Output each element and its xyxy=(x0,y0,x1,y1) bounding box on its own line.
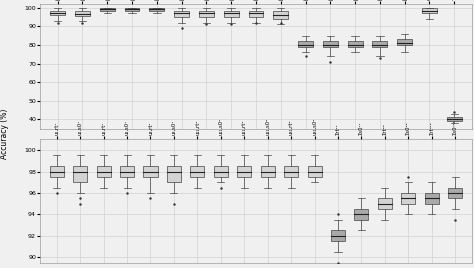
Bar xyxy=(373,41,387,47)
Bar xyxy=(378,198,392,209)
Bar xyxy=(125,8,139,10)
Bar xyxy=(273,12,288,19)
Bar xyxy=(355,209,368,220)
Bar xyxy=(73,166,87,182)
Bar xyxy=(401,193,415,204)
Bar xyxy=(237,166,251,177)
Text: Accuracy (%): Accuracy (%) xyxy=(0,109,9,159)
Bar xyxy=(100,8,115,10)
Bar xyxy=(50,166,64,177)
Bar xyxy=(397,39,412,45)
Bar xyxy=(308,166,321,177)
Bar xyxy=(167,166,181,182)
Bar xyxy=(191,166,204,177)
Bar xyxy=(298,41,313,47)
Bar xyxy=(448,188,462,198)
Bar xyxy=(97,166,110,177)
Bar xyxy=(144,166,157,177)
Bar xyxy=(422,8,437,13)
Bar xyxy=(323,41,338,47)
Bar xyxy=(149,8,164,10)
Bar xyxy=(50,12,65,15)
Bar xyxy=(331,230,345,241)
Bar xyxy=(224,12,238,17)
Bar xyxy=(248,12,264,17)
Bar xyxy=(120,166,134,177)
Bar xyxy=(261,166,275,177)
Bar xyxy=(199,10,214,17)
Bar xyxy=(447,117,462,121)
Bar xyxy=(348,41,363,47)
Bar xyxy=(284,166,298,177)
Bar xyxy=(214,166,228,177)
Bar xyxy=(75,12,90,16)
Bar xyxy=(425,193,439,204)
Bar xyxy=(174,12,189,17)
